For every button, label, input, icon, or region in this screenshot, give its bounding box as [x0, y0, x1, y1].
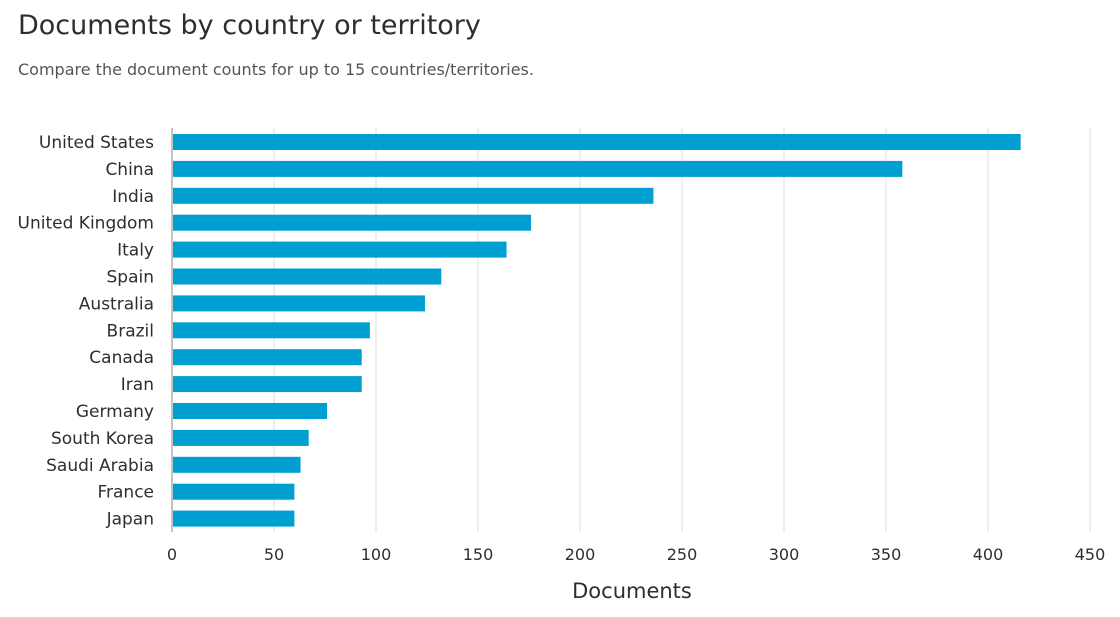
category-label: Spain — [107, 268, 155, 288]
category-label: Saudi Arabia — [46, 456, 154, 476]
x-tick-label: 200 — [565, 545, 596, 564]
category-label: Brazil — [107, 321, 154, 341]
x-tick-label: 350 — [871, 545, 902, 564]
category-label: China — [105, 160, 154, 180]
bar-germany[interactable] — [173, 403, 328, 419]
x-tick-label: 300 — [769, 545, 800, 564]
bars — [173, 134, 1021, 527]
bar-australia[interactable] — [173, 295, 425, 312]
x-tick-label: 50 — [264, 545, 284, 564]
bar-china[interactable] — [173, 160, 903, 177]
category-label: Canada — [89, 348, 154, 368]
bar-iran[interactable] — [173, 376, 362, 393]
x-tick-label: 150 — [463, 545, 494, 564]
category-label: United Kingdom — [18, 214, 154, 234]
category-label: Australia — [79, 294, 154, 314]
bar-india[interactable] — [173, 187, 654, 204]
bar-brazil[interactable] — [173, 322, 370, 339]
bar-saudi-arabia[interactable] — [173, 456, 301, 473]
x-axis-title: Documents — [572, 579, 692, 603]
x-tick-label: 100 — [361, 545, 392, 564]
chart-subtitle: Compare the document counts for up to 15… — [18, 60, 534, 79]
bar-south-korea[interactable] — [173, 429, 309, 446]
bar-united-kingdom[interactable] — [173, 214, 532, 231]
x-tick-label: 450 — [1075, 545, 1106, 564]
bar-spain[interactable] — [173, 268, 442, 285]
x-tick-label: 0 — [167, 545, 177, 564]
grid-lines — [171, 128, 1091, 532]
category-label: Iran — [121, 375, 154, 395]
category-label: Japan — [106, 510, 154, 530]
category-label: United States — [39, 133, 154, 153]
category-label: South Korea — [51, 429, 154, 449]
bar-japan[interactable] — [173, 510, 295, 527]
category-label: France — [97, 483, 154, 503]
category-label: Germany — [76, 402, 154, 422]
bar-france[interactable] — [173, 483, 295, 500]
category-label: India — [112, 187, 154, 207]
x-tick-labels: 0 50 100 150 200 250 300 350 400 450 — [167, 545, 1105, 564]
bar-canada[interactable] — [173, 349, 362, 366]
category-labels: United States China India United Kingdom Ita… — [18, 133, 155, 530]
bar-united-states[interactable] — [173, 134, 1021, 150]
bar-italy[interactable] — [173, 241, 507, 258]
x-tick-label: 250 — [667, 545, 698, 564]
x-tick-label: 400 — [973, 545, 1004, 564]
chart-title: Documents by country or territory — [18, 10, 481, 41]
category-label: Italy — [117, 241, 154, 261]
